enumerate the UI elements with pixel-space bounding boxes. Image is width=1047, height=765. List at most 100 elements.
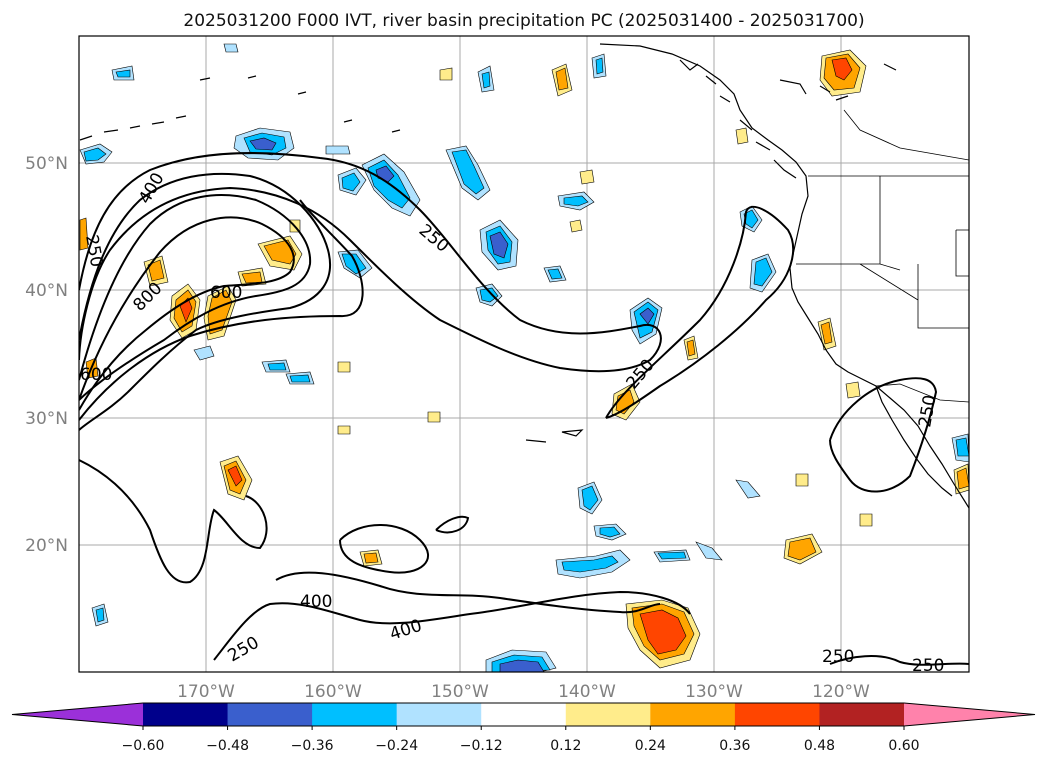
colorbar-tick-label: −0.36 [291, 738, 334, 754]
ivt-contour-600 [79, 194, 312, 401]
colorbar-bin [396, 703, 482, 726]
positive-anomaly-blob [337, 361, 351, 373]
positive-anomaly-blob [683, 335, 699, 361]
positive-anomaly-blob [79, 217, 89, 251]
ivt-contour-250-west [79, 459, 268, 584]
negative-anomaly-blob [749, 253, 777, 293]
negative-anomaly-blob [79, 143, 113, 165]
contour-label-250-southeast: 250 [822, 647, 854, 667]
colorbar-bin [819, 703, 905, 726]
ivt-contour-400-south [275, 571, 661, 614]
latitude-labels: 50°N 40°N 30°N 20°N [25, 154, 68, 556]
negative-anomaly-blob [445, 145, 491, 201]
ivt-contour-250-southeast [829, 655, 969, 666]
positive-anomaly-blob [427, 411, 441, 423]
contour-label-600: 600 [210, 283, 242, 303]
colorbar: −0.60 −0.48 −0.36 −0.24 −0.12 0.12 0.24 0.36 0.4… [11, 702, 1036, 754]
ivt-contour-250-south [213, 590, 691, 661]
ivt-contour-400 [79, 172, 331, 431]
negative-anomaly-blob [591, 53, 607, 79]
negative-anomaly-blob [233, 127, 295, 161]
positive-anomaly-blob [551, 63, 573, 97]
colorbar-tick-label: −0.24 [375, 738, 418, 754]
precip-pc-anomalies [79, 43, 969, 672]
positive-anomaly-blob [625, 599, 701, 669]
us-mexico-border [875, 383, 969, 403]
negative-anomaly-blob [593, 523, 627, 541]
positive-anomaly-blob [845, 381, 861, 399]
canada-coast-islands [779, 63, 897, 101]
lat-label-20n: 20°N [25, 536, 68, 556]
negative-anomaly-blob [577, 481, 603, 515]
positive-anomaly-blob [439, 67, 453, 81]
negative-anomaly-blob [555, 549, 631, 579]
ivt-contour-south-loop [339, 524, 430, 574]
positive-anomaly-blob [359, 549, 383, 567]
contour-label-600-west: 600 [80, 365, 112, 385]
colorbar-bin [734, 703, 820, 726]
negative-anomaly-blob [325, 145, 351, 155]
ivt-contour-250 [79, 152, 662, 373]
baja-california-coastline [875, 385, 953, 497]
map-content: 400 250 800 600 250 600 250 400 400 250 … [79, 36, 969, 672]
lon-label-120w: 120°W [812, 682, 870, 702]
negative-anomaly-blob [735, 479, 761, 499]
negative-anomaly-blob [629, 297, 663, 345]
colorbar-extend-max [904, 703, 1035, 726]
colorbar-tick-label: 0.60 [888, 738, 919, 754]
negative-anomaly-blob [261, 359, 291, 373]
negative-anomaly-blob [951, 433, 969, 463]
map-area [79, 36, 969, 672]
colorbar-tick-label: 0.36 [719, 738, 750, 754]
positive-anomaly-blob [219, 455, 253, 501]
negative-anomaly-blob [477, 65, 495, 93]
positive-anomaly-blob [953, 463, 969, 495]
colorbar-tick-label: −0.48 [206, 738, 249, 754]
contour-label-400-south: 400 [300, 592, 332, 612]
us-state-borders [796, 176, 969, 329]
colorbar-tick-label: −0.60 [122, 738, 165, 754]
ivt-contour-250-east-plume [605, 205, 795, 419]
political-borders [796, 109, 969, 403]
lat-label-30n: 30°N [25, 409, 68, 429]
lat-label-40n: 40°N [25, 281, 68, 301]
colorbar-extend-min [12, 703, 143, 726]
negative-anomaly-blob [111, 65, 135, 81]
colorbar-tick-label: 0.48 [804, 738, 835, 754]
negative-anomaly-blob [543, 265, 567, 283]
figure-title: 2025031200 F000 IVT, river basin precipi… [183, 11, 864, 31]
colorbar-bin [481, 703, 567, 726]
colorbar-tick-label: 0.24 [635, 738, 666, 754]
positive-anomaly-blob [569, 219, 583, 233]
positive-anomaly-blob [237, 267, 267, 287]
lon-label-170w: 170°W [177, 682, 235, 702]
colorbar-bin [227, 703, 313, 726]
negative-anomaly-blob [475, 283, 503, 307]
ivt-contour-800 [79, 216, 295, 411]
ivt-contours [79, 152, 969, 666]
ivt-contour-250-b [79, 199, 364, 421]
alaska-panhandle-islands [679, 59, 797, 179]
ivt-contour-mexico [829, 377, 938, 493]
hawaii-islands [525, 429, 584, 443]
lat-label-50n: 50°N [25, 154, 68, 174]
positive-anomaly-blob [579, 169, 595, 185]
negative-anomaly-blob [695, 541, 723, 561]
colorbar-tick-label: 0.12 [550, 738, 581, 754]
positive-anomaly-blob [795, 473, 809, 487]
lon-label-160w: 160°W [304, 682, 362, 702]
negative-anomaly-blob [337, 167, 367, 196]
colorbar-bin [143, 703, 229, 726]
map-frame [78, 35, 970, 673]
negative-anomaly-blob [285, 371, 315, 385]
gridlines [79, 36, 969, 672]
colorbar-tick-label: −0.12 [460, 738, 503, 754]
north-america-coastline [599, 43, 969, 509]
negative-anomaly-blob [91, 603, 109, 627]
negative-anomaly-blob [485, 649, 557, 672]
longitude-labels: 170°W 160°W 150°W 140°W 130°W 120°W [177, 682, 870, 702]
negative-anomaly-blob [479, 219, 519, 271]
lon-label-140w: 140°W [558, 682, 616, 702]
colorbar-bin [565, 703, 651, 726]
positive-anomaly-blob [819, 49, 867, 97]
